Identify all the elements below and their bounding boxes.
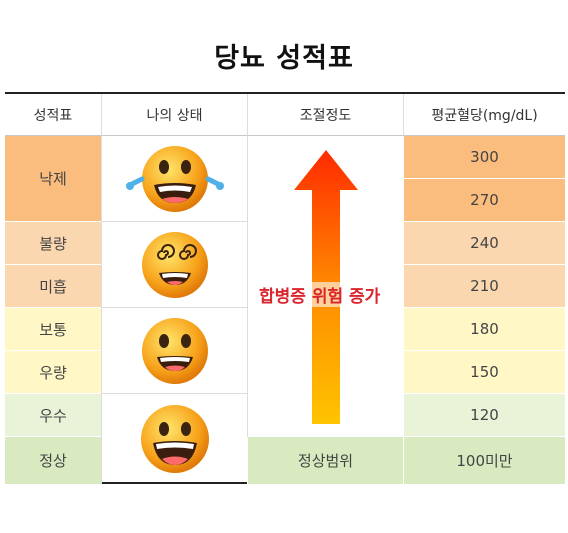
status-cell-average [101, 308, 247, 394]
grinning-face-icon [140, 405, 209, 473]
dizzy-face-icon [141, 231, 208, 298]
risk-label: 합병증 위험 증가 [257, 282, 383, 307]
glucose-210: 210 [403, 265, 565, 308]
control-normal-range: 정상범위 [247, 437, 403, 484]
glucose-240: 240 [403, 222, 565, 265]
status-cell-poor [101, 222, 247, 308]
grade-fail: 낙제 [5, 136, 101, 222]
header-grade: 성적표 [5, 94, 101, 136]
glucose-180: 180 [403, 308, 565, 351]
grade-excellent: 우수 [5, 394, 101, 437]
grade-average: 보통 [5, 308, 101, 351]
grade-normal: 정상 [5, 437, 101, 484]
crying-face-icon [125, 145, 224, 212]
status-cell-excellent [101, 394, 247, 484]
status-cell-fail [101, 136, 247, 222]
smiling-face-icon [141, 317, 208, 384]
glucose-under-100: 100미만 [403, 437, 565, 484]
glucose-120: 120 [403, 394, 565, 437]
page-title: 당뇨 성적표 [214, 43, 354, 74]
grade-poor: 불량 [5, 222, 101, 265]
header-status: 나의 상태 [101, 94, 247, 136]
header-control: 조절정도 [247, 94, 403, 136]
header-glucose: 평균혈당(mg/dL) [403, 94, 565, 136]
diabetes-report-table: 성적표 나의 상태 조절정도 평균혈당(mg/dL) 낙제 불량 미흡 보통 우… [5, 92, 565, 484]
glucose-300: 300 [403, 136, 565, 179]
grade-good: 우량 [5, 351, 101, 394]
grade-insufficient: 미흡 [5, 265, 101, 308]
glucose-270: 270 [403, 179, 565, 222]
glucose-150: 150 [403, 351, 565, 394]
